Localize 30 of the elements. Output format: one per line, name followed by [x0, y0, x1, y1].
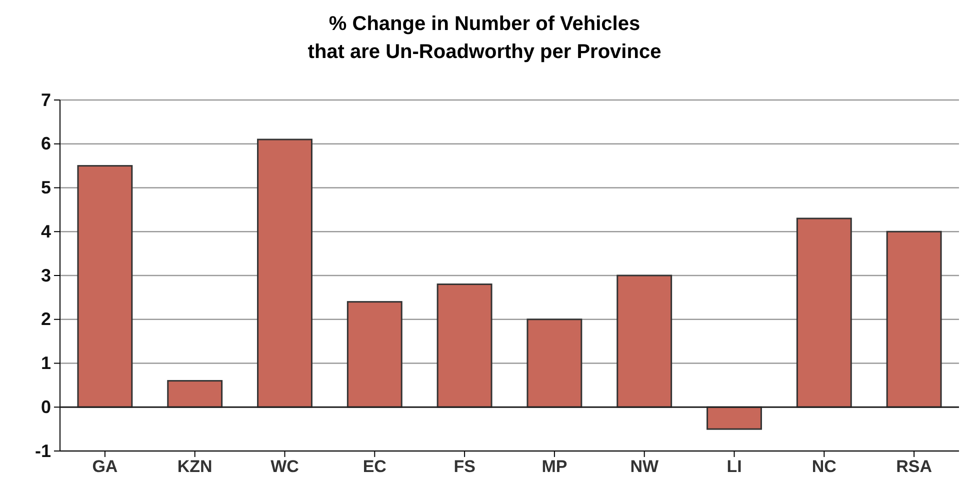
bar: [346, 301, 402, 408]
x-tick-label: KZN: [177, 457, 212, 476]
x-tick-label: WC: [270, 457, 299, 476]
x-tick-label: RSA: [896, 457, 932, 476]
x-tick-label: EC: [362, 457, 386, 476]
bar: [526, 318, 582, 408]
y-tick-label: 0: [40, 396, 51, 417]
y-tick-label: 3: [40, 265, 51, 286]
x-tick-label: NC: [812, 457, 836, 476]
bar: [436, 284, 492, 408]
x-tick-label: LI: [726, 457, 742, 476]
bar: [616, 274, 672, 408]
y-tick-label: 5: [40, 178, 51, 198]
y-tick-label: -1: [34, 440, 51, 461]
bar: [796, 218, 852, 408]
chart-title: % Change in Number of Vehicles that are Un-Roadworthy per Province: [308, 13, 662, 63]
y-tick-label: 1: [40, 353, 51, 374]
bar: [257, 138, 312, 408]
bar: [886, 230, 942, 408]
bar: [77, 165, 133, 408]
y-tick-label: 2: [40, 309, 51, 330]
x-tick-label: GA: [92, 457, 118, 476]
x-tick-label: NW: [630, 457, 660, 476]
bar: [706, 406, 762, 430]
bar: [167, 380, 223, 408]
x-tick-label: MP: [542, 457, 568, 476]
y-tick-label: 6: [40, 134, 51, 154]
y-tick-label: 4: [40, 221, 51, 242]
y-tick-label: 7: [40, 90, 51, 110]
x-tick-label: FS: [454, 457, 476, 476]
